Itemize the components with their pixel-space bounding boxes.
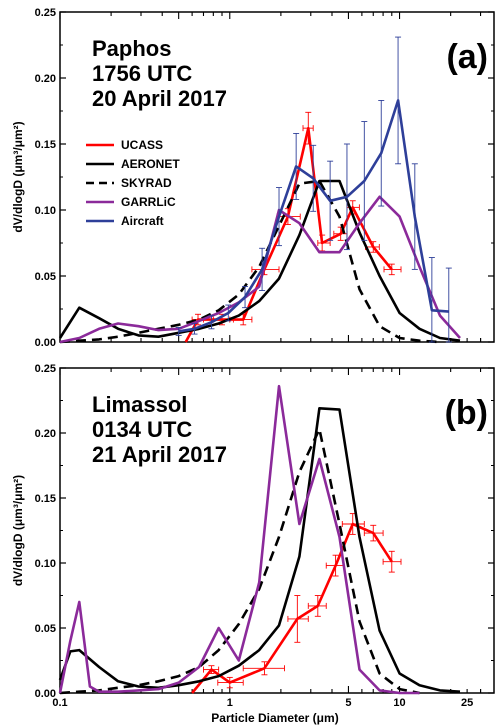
series-garrlic-line bbox=[58, 384, 420, 695]
series-aircraft-line bbox=[178, 99, 449, 333]
x-tick-label: 25 bbox=[461, 697, 473, 709]
x-tick-label: 0.1 bbox=[52, 697, 67, 709]
y-tick-label: 0.10 bbox=[35, 558, 56, 570]
x-tick-label: 1 bbox=[227, 697, 233, 709]
legend-label-skyrad: SKYRAD bbox=[121, 176, 172, 190]
y-tick-label: 0.05 bbox=[35, 623, 56, 635]
panel-b: 0.00 0.05 0.10 0.15 0.20 0.25 0.1 1 5 10 25 dV/dlog… bbox=[11, 363, 495, 709]
y-tick-label: 0.25 bbox=[35, 363, 56, 375]
series-skyrad-line bbox=[59, 427, 420, 695]
panel-title-line: Paphos bbox=[92, 36, 171, 61]
y-tick-label: 0.00 bbox=[35, 337, 56, 349]
series-aeronet-line bbox=[58, 406, 461, 693]
legend-label-ucass: UCASS bbox=[121, 138, 163, 152]
series-aeronet-line bbox=[58, 179, 461, 342]
panel-title-line: Limassol bbox=[92, 392, 187, 417]
panel-title-line: 0134 UTC bbox=[92, 417, 192, 442]
panel-a: 0.00 0.05 0.10 0.15 0.20 0.25 dV/dlogD (μm³/μm… bbox=[11, 7, 495, 349]
y-tick-label: 0.15 bbox=[35, 139, 56, 151]
panel-title-line: 20 April 2017 bbox=[92, 86, 227, 111]
y-tick-label: 0.15 bbox=[35, 493, 56, 505]
y-tick-label: 0.05 bbox=[35, 271, 56, 283]
y-tick-label: 0.00 bbox=[35, 688, 56, 700]
y-axis-label: dV/dlogD (μm³/μm²) bbox=[11, 475, 25, 586]
y-tick-label: 0.20 bbox=[35, 73, 56, 85]
x-tick-label: 5 bbox=[345, 697, 351, 709]
panel-title-line: 1756 UTC bbox=[92, 61, 192, 86]
legend-label-aeronet: AERONET bbox=[121, 157, 180, 171]
y-tick-label: 0.25 bbox=[35, 7, 56, 19]
panel-label: (b) bbox=[445, 394, 488, 432]
panel-label: (a) bbox=[446, 38, 488, 76]
legend-label-aircraft: Aircraft bbox=[121, 214, 164, 228]
x-axis-label: Particle Diameter (μm) bbox=[211, 711, 338, 725]
series-garrlic-line bbox=[59, 195, 461, 344]
legend-label-garrlic: GARRLiC bbox=[121, 195, 176, 209]
y-tick-label: 0.20 bbox=[35, 428, 56, 440]
series-skyrad-line bbox=[59, 179, 441, 344]
panel-title-line: 21 April 2017 bbox=[92, 442, 227, 467]
x-tick-label: 10 bbox=[393, 697, 405, 709]
y-tick-label: 0.10 bbox=[35, 205, 56, 217]
y-axis-label: dV/dlogD (μm³/μm²) bbox=[11, 121, 25, 232]
